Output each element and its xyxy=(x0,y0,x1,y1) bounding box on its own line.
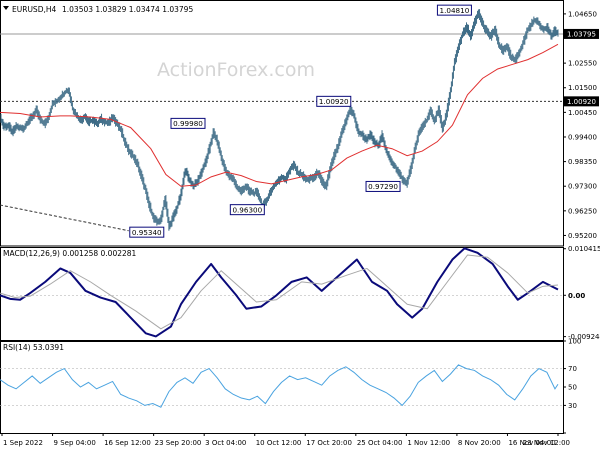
annotation-label: 0.96300 xyxy=(232,205,262,214)
macd-title: MACD(12,26,9) 0.001258 0.002281 xyxy=(3,249,137,258)
rsi-tick-label: 50 xyxy=(568,384,577,392)
price-candles xyxy=(0,9,559,231)
moving-average-line xyxy=(0,43,559,187)
time-tick-label: 16 Sep 12:00 xyxy=(104,439,151,447)
time-tick-label: 23 Sep 20:00 xyxy=(155,439,202,447)
annotation-box xyxy=(316,95,352,107)
annotation-label: 0.97290 xyxy=(368,182,398,191)
time-axis: 1 Sep 2022 9 Sep 04:00 16 Sep 12:00 23 Sep … xyxy=(1,433,570,447)
annotation-label: 0.99980 xyxy=(173,119,203,128)
annotation-label: 1.04810 xyxy=(440,6,470,15)
rsi-line-path xyxy=(0,364,559,408)
price-tick-label: 1.00450 xyxy=(568,109,597,117)
rsi-tick-label: 30 xyxy=(568,402,577,410)
annotation-box xyxy=(365,180,401,192)
annotation-box xyxy=(436,4,472,16)
rsi-y-axis: 100 70 50 30 xyxy=(563,338,581,434)
price-tick-label: 0.95200 xyxy=(568,232,597,240)
price-tag-box xyxy=(564,28,599,39)
symbol-label: EURUSD,H4 xyxy=(12,5,56,14)
chart-header: EURUSD,H4 1.03503 1.03829 1.03474 1.0379… xyxy=(3,5,193,14)
price-tick-label: 0.98350 xyxy=(568,158,597,166)
annotation-label: 0.95340 xyxy=(132,228,162,237)
annotation-label: 1.00920 xyxy=(319,97,349,106)
macd-panel-frame xyxy=(0,247,564,341)
price-panel-frame xyxy=(0,0,564,247)
macd-y-axis: 0.010415 0.00 -0.009244 xyxy=(563,245,600,341)
price-tick-label: 1.04650 xyxy=(568,10,597,18)
time-tick-label: 1 Sep 2022 xyxy=(3,439,43,447)
time-tick-label: 9 Sep 04:00 xyxy=(54,439,96,447)
trendline xyxy=(0,204,129,232)
moving-average xyxy=(0,43,559,187)
price-tag-label: 1.03795 xyxy=(567,30,596,38)
macd-tick-label: 0.010415 xyxy=(568,245,600,253)
macd-lines xyxy=(0,247,559,338)
annotation-box xyxy=(229,204,265,216)
time-tick-label: 3 Oct 04:00 xyxy=(205,439,246,447)
annotation-box xyxy=(129,226,165,238)
price-tag-label: 1.00920 xyxy=(567,98,596,106)
price-tick-label: 0.99400 xyxy=(568,133,597,141)
time-tick-label: 25 Oct 04:00 xyxy=(357,439,403,447)
time-tick-label: 23 Nov 12:00 xyxy=(523,439,570,447)
time-tick-label: 8 Nov 20:00 xyxy=(458,439,501,447)
time-tick-label: 16 Nov 04:00 xyxy=(508,439,555,447)
price-annotations: 0.95340 0.99980 0.96300 1.00920 0.97290 1.048… xyxy=(129,4,472,238)
macd-tick-label: 0.00 xyxy=(568,292,585,300)
rsi-panel-frame xyxy=(0,341,564,434)
price-tick-label: 0.97300 xyxy=(568,183,597,191)
price-tag-box xyxy=(564,96,599,107)
rsi-tick-label: 70 xyxy=(568,365,577,373)
watermark-text: ActionForex.com xyxy=(157,59,315,81)
ohlc-values: 1.03503 1.03829 1.03474 1.03795 xyxy=(62,5,193,14)
price-tags: 1.00920 1.03795 xyxy=(564,28,599,107)
rsi-grid xyxy=(0,368,563,406)
macd-line xyxy=(0,247,559,338)
signal-line xyxy=(0,254,559,330)
rsi-line xyxy=(0,364,559,408)
price-tick-label: 1.02550 xyxy=(568,60,597,68)
support-trendline xyxy=(0,204,129,232)
annotation-box xyxy=(170,117,206,129)
price-tick-label: 1.01500 xyxy=(568,84,597,92)
macd-tick-label: -0.009244 xyxy=(568,333,600,341)
price-tick-label: 0.96250 xyxy=(568,207,597,215)
price-y-axis: 1.04650 1.02550 1.01500 1.00450 0.99400 0.983… xyxy=(563,10,597,240)
time-tick-label: 1 Nov 12:00 xyxy=(407,439,450,447)
time-tick-label: 10 Oct 12:00 xyxy=(256,439,302,447)
dropdown-triangle-icon[interactable] xyxy=(3,6,9,10)
rsi-title: RSI(14) 53.0391 xyxy=(3,343,64,352)
time-tick-label: 17 Oct 20:00 xyxy=(306,439,352,447)
rsi-tick-label: 100 xyxy=(568,338,581,346)
